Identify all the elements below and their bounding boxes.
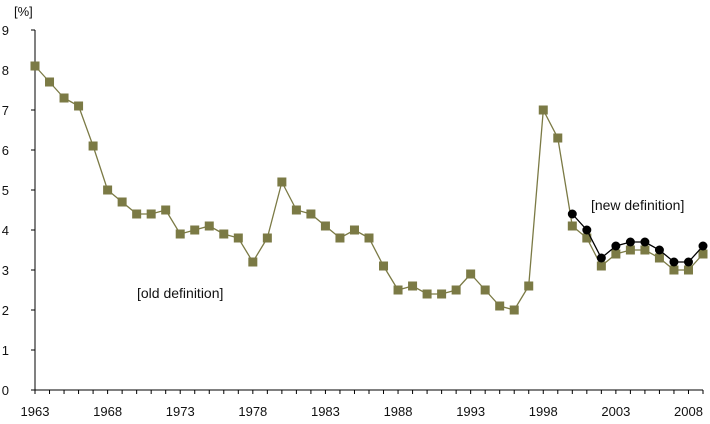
- data-point-square: [306, 209, 316, 219]
- x-tick-label: 1993: [456, 404, 485, 419]
- data-point-square: [408, 281, 418, 291]
- data-point-square: [233, 233, 243, 243]
- series-0: [30, 61, 708, 315]
- data-point-circle: [625, 237, 635, 247]
- data-point-circle: [596, 253, 606, 263]
- data-point-square: [30, 61, 40, 71]
- data-point-square: [495, 301, 505, 311]
- data-point-square: [74, 101, 84, 111]
- data-point-square: [582, 233, 592, 243]
- data-point-circle: [654, 245, 664, 255]
- data-point-circle: [582, 225, 592, 235]
- data-point-circle: [698, 241, 708, 251]
- y-tick-label: 3: [2, 263, 9, 278]
- series-line: [571, 213, 704, 263]
- data-point-square: [277, 177, 287, 187]
- data-point-square: [422, 289, 432, 299]
- x-tick-label: 1983: [311, 404, 340, 419]
- data-point-square: [611, 249, 621, 259]
- data-point-square: [45, 77, 55, 87]
- series-line: [34, 65, 704, 311]
- data-point-square: [364, 233, 374, 243]
- y-tick-label: 5: [2, 183, 9, 198]
- series-1: [567, 209, 708, 267]
- data-point-square: [117, 197, 127, 207]
- y-tick-label: 8: [2, 63, 9, 78]
- data-point-square: [625, 245, 635, 255]
- data-point-square: [596, 261, 606, 271]
- data-point-square: [538, 105, 548, 115]
- data-point-square: [146, 209, 156, 219]
- y-tick-label: 6: [2, 143, 9, 158]
- data-point-square: [466, 269, 476, 279]
- data-point-circle: [683, 257, 693, 267]
- data-point-square: [553, 133, 563, 143]
- data-point-circle: [611, 241, 621, 251]
- data-point-square: [219, 229, 229, 239]
- data-point-square: [204, 221, 214, 231]
- data-point-square: [698, 249, 708, 259]
- annotations: [old definition] [new definition]: [137, 197, 684, 301]
- data-point-square: [320, 221, 330, 231]
- data-point-square: [669, 265, 679, 275]
- x-tick-label: 1968: [93, 404, 122, 419]
- data-point-square: [103, 185, 113, 195]
- data-point-square: [480, 285, 490, 295]
- y-tick-label: 9: [2, 23, 9, 38]
- axes: 0 1 2 3 4 5 6 7 8 9 1963 1968 1973 1978 1983 1988 1993 19…: [2, 23, 704, 419]
- x-tick-label: 1998: [529, 404, 558, 419]
- x-tick-label: 2008: [674, 404, 703, 419]
- annotation-label: [new definition]: [591, 197, 684, 213]
- y-unit-label: [%]: [14, 4, 33, 19]
- data-point-circle: [640, 237, 650, 247]
- data-point-square: [451, 285, 461, 295]
- data-point-square: [291, 205, 301, 215]
- series-layer: [30, 61, 708, 315]
- x-tick-label: 1978: [238, 404, 267, 419]
- x-tick-label: 1963: [21, 404, 50, 419]
- data-point-square: [509, 305, 519, 315]
- data-point-square: [640, 245, 650, 255]
- data-point-square: [161, 205, 171, 215]
- data-point-square: [524, 281, 534, 291]
- data-point-square: [349, 225, 359, 235]
- y-tick-label: 2: [2, 303, 9, 318]
- x-tick-label: 1988: [384, 404, 413, 419]
- data-point-square: [654, 253, 664, 263]
- data-point-square: [379, 261, 389, 271]
- data-point-circle: [567, 209, 577, 219]
- y-tick-label: 1: [2, 343, 9, 358]
- data-point-square: [175, 229, 185, 239]
- data-point-square: [683, 265, 693, 275]
- data-point-square: [567, 221, 577, 231]
- data-point-square: [437, 289, 447, 299]
- y-tick-label: 7: [2, 103, 9, 118]
- data-point-square: [59, 93, 69, 103]
- data-point-circle: [669, 257, 679, 267]
- data-point-square: [248, 257, 258, 267]
- data-point-square: [262, 233, 272, 243]
- x-tick-label: 1973: [166, 404, 195, 419]
- annotation-label: [old definition]: [137, 285, 223, 301]
- data-point-square: [335, 233, 345, 243]
- y-tick-label: 4: [2, 223, 9, 238]
- data-point-square: [393, 285, 403, 295]
- data-point-square: [88, 141, 98, 151]
- y-tick-label: 0: [2, 383, 9, 398]
- data-point-square: [132, 209, 142, 219]
- data-point-square: [190, 225, 200, 235]
- x-tick-label: 2003: [601, 404, 630, 419]
